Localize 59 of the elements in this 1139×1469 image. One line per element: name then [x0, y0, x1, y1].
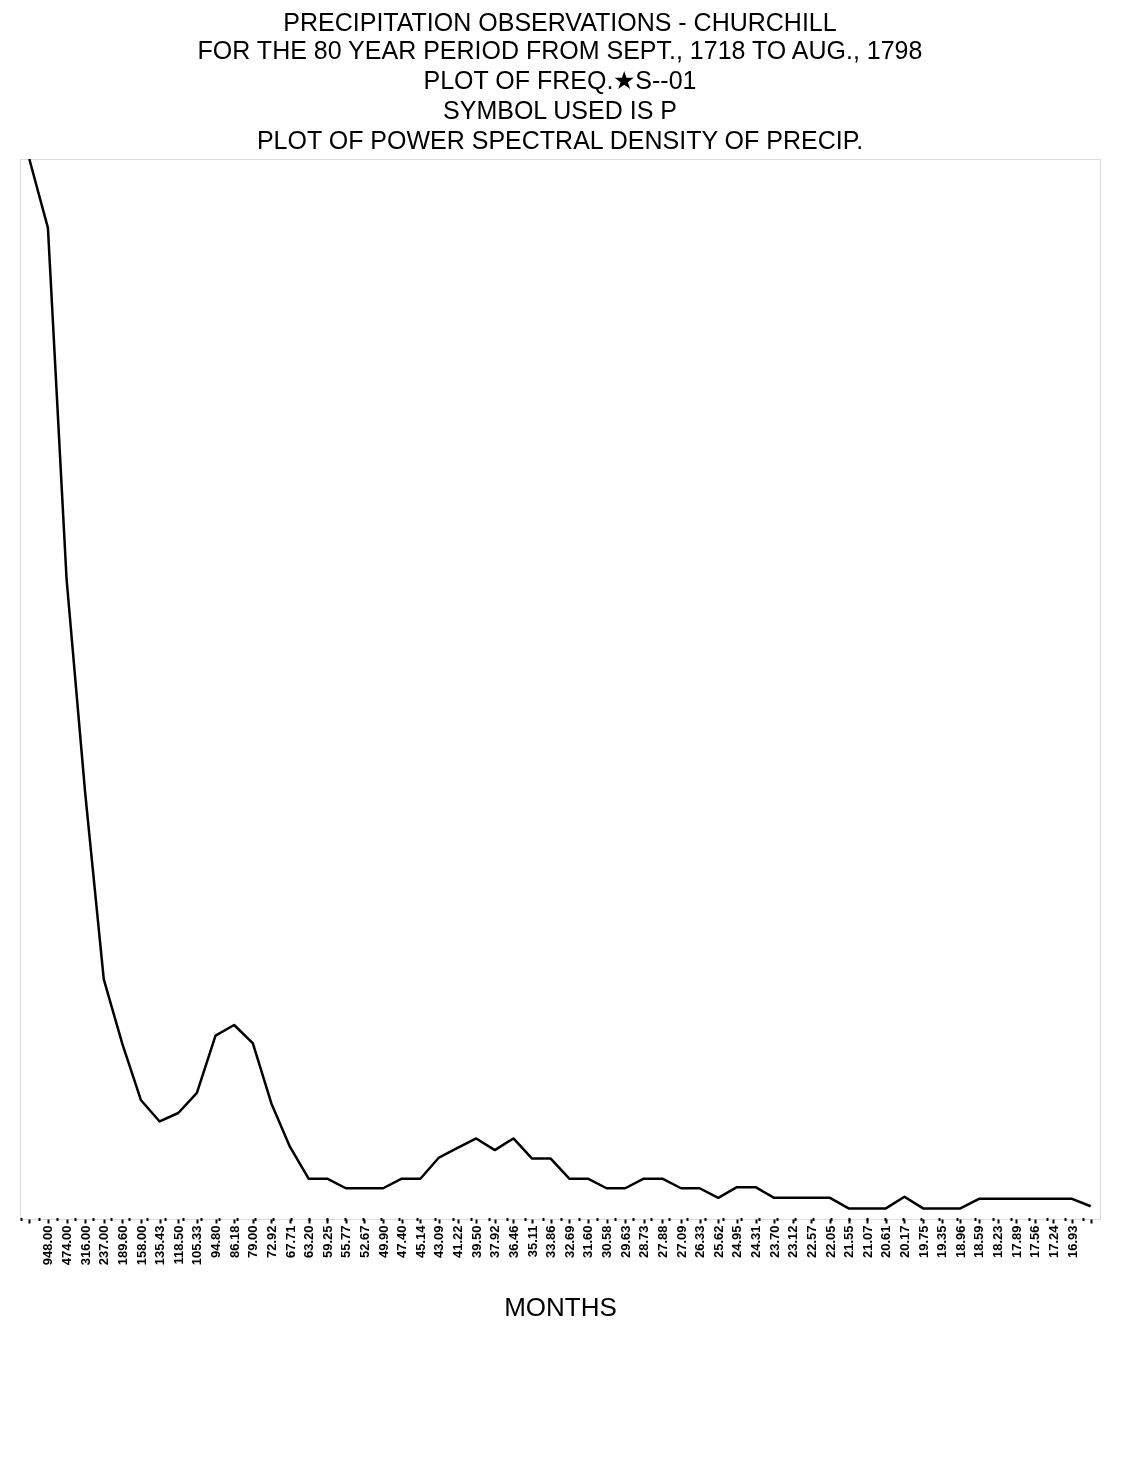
- x-tick-label: 316.00: [77, 1225, 93, 1266]
- x-tick-label: 189.60: [114, 1225, 130, 1266]
- x-tick-label: 37.92: [487, 1225, 503, 1259]
- x-tick-label: 20.17: [896, 1225, 912, 1259]
- x-tick-label: 135.43: [152, 1225, 168, 1266]
- x-tick-label: 25.62: [710, 1225, 726, 1259]
- x-tick-label: 17.56: [1027, 1225, 1043, 1259]
- x-tick-label: 52.67: [356, 1225, 372, 1259]
- x-tick-label: 41.22: [450, 1225, 466, 1259]
- x-tick-label: 47.40: [394, 1225, 410, 1259]
- x-tick-label: 19.35: [934, 1225, 950, 1259]
- x-tick-label: 94.80: [208, 1225, 224, 1259]
- x-tick-label: 39.50: [468, 1225, 484, 1259]
- x-tick-label: 49.90: [375, 1225, 391, 1259]
- x-tick-label: 24.95: [729, 1225, 745, 1259]
- x-tick-label: 21.07: [859, 1225, 875, 1259]
- x-tick-label: 86.18: [226, 1225, 242, 1259]
- x-tick-label: 23.12: [785, 1225, 801, 1259]
- x-tick-label: 105.33: [189, 1225, 205, 1266]
- x-tick-label: 30.58: [599, 1225, 615, 1259]
- x-tick-label: 24.31: [748, 1225, 764, 1259]
- x-tick-label: 237.00: [96, 1225, 112, 1266]
- x-tick-label: 36.46: [505, 1225, 521, 1259]
- x-axis-title: MONTHS: [504, 1292, 617, 1323]
- x-tick-label: 43.09: [431, 1225, 447, 1259]
- x-tick-label: 18.96: [952, 1225, 968, 1259]
- x-tick-label: 26.33: [692, 1225, 708, 1259]
- x-tick-label: 72.92: [263, 1225, 279, 1259]
- x-tick-label: 21.55: [841, 1225, 857, 1259]
- x-tick-label: 63.20: [301, 1225, 317, 1259]
- x-tick-label: 474.00: [59, 1225, 75, 1266]
- x-tick-label: 29.63: [617, 1225, 633, 1259]
- x-tick-label: 55.77: [338, 1225, 354, 1259]
- x-tick-label: 18.59: [971, 1225, 987, 1259]
- x-tick-label: 28.73: [636, 1225, 652, 1259]
- x-tick-label: 27.09: [673, 1225, 689, 1259]
- x-tick-label: 67.71: [282, 1225, 298, 1259]
- chart-subtitle: FOR THE 80 YEAR PERIOD FROM SEPT., 1718 TO AUG., 1798 PLOT OF FREQ.★S--01 SYMBOL USED IS P PLOT OF POWER SPECTRAL DENSITY OF PRECIP.: [197, 35, 923, 154]
- x-tick-label: 22.05: [822, 1225, 838, 1259]
- x-tick-label: 16.93: [1064, 1225, 1080, 1259]
- x-tick-label: 158.00: [133, 1225, 149, 1266]
- chart-title: PRECIPITATION OBSERVATIONS - CHURCHILL: [283, 7, 837, 36]
- x-tick-label: 118.50: [170, 1225, 186, 1265]
- x-tick-label: 35.11: [524, 1225, 540, 1258]
- x-tick-label: 32.69: [561, 1225, 577, 1259]
- x-tick-label: 45.14: [412, 1224, 428, 1259]
- x-tick-label: 20.61: [878, 1225, 894, 1259]
- x-tick-label: 59.25: [319, 1225, 335, 1259]
- x-tick-label: 23.70: [766, 1225, 782, 1259]
- x-tick-label: 33.86: [543, 1225, 559, 1259]
- x-tick-label: 17.24: [1045, 1224, 1061, 1259]
- x-tick-label: 18.23: [990, 1225, 1006, 1259]
- x-tick-label: 27.88: [654, 1225, 670, 1259]
- x-tick-label: 17.89: [1008, 1225, 1024, 1259]
- x-tick-label: 19.75: [915, 1225, 931, 1259]
- x-tick-label: 948.00: [40, 1225, 56, 1266]
- x-tick-label: 79.00: [245, 1225, 261, 1259]
- x-tick-label: 22.57: [803, 1225, 819, 1259]
- x-tick-label: 31.60: [580, 1225, 596, 1259]
